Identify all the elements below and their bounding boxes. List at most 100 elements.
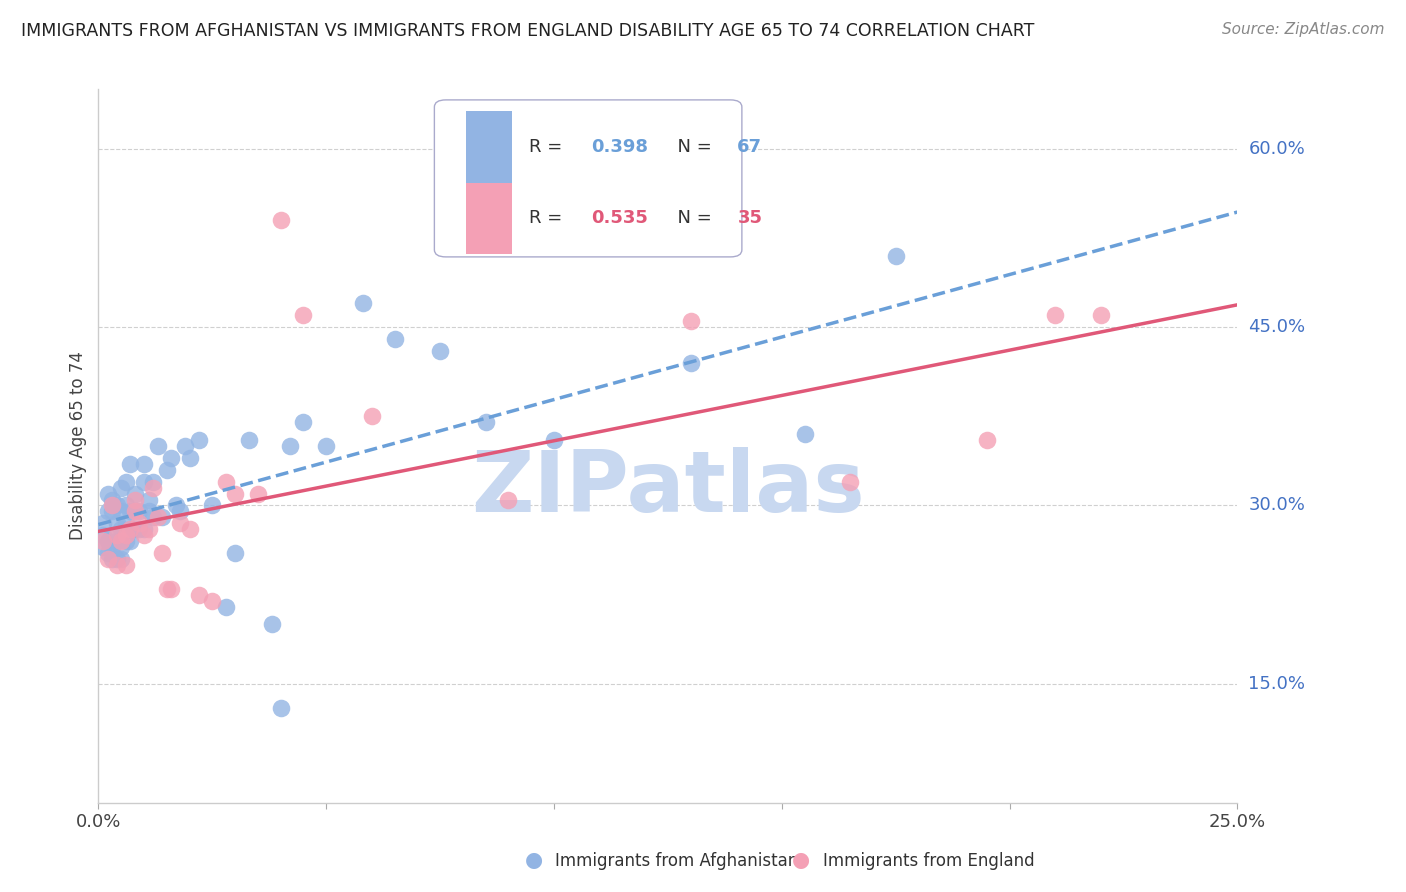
Text: 35: 35 xyxy=(737,210,762,227)
Point xyxy=(124,504,146,518)
Point xyxy=(120,457,142,471)
Point xyxy=(110,504,132,518)
Point xyxy=(179,450,201,465)
Point xyxy=(187,433,209,447)
Text: IMMIGRANTS FROM AFGHANISTAN VS IMMIGRANTS FROM ENGLAND DISABILITY AGE 65 TO 74 C: IMMIGRANTS FROM AFGHANISTAN VS IMMIGRANT… xyxy=(21,22,1035,40)
Point xyxy=(101,492,124,507)
Point xyxy=(292,415,315,429)
Point xyxy=(429,343,451,358)
Point xyxy=(146,439,169,453)
Text: R =: R = xyxy=(529,138,568,156)
Point xyxy=(110,534,132,549)
Point xyxy=(352,296,374,310)
Point xyxy=(260,617,283,632)
Point xyxy=(132,457,155,471)
Text: N =: N = xyxy=(665,210,717,227)
Point xyxy=(201,499,224,513)
Point xyxy=(169,516,191,531)
Point xyxy=(114,499,136,513)
Text: Immigrants from Afghanistan: Immigrants from Afghanistan xyxy=(555,852,799,870)
Point xyxy=(884,249,907,263)
Bar xyxy=(467,183,512,254)
Bar xyxy=(467,112,512,183)
Point xyxy=(96,552,118,566)
Point xyxy=(101,552,124,566)
FancyBboxPatch shape xyxy=(434,100,742,257)
Point xyxy=(679,314,702,328)
Point xyxy=(132,528,155,542)
Point xyxy=(114,528,136,542)
Point xyxy=(101,504,124,518)
Point xyxy=(543,433,565,447)
Point xyxy=(498,492,520,507)
Point xyxy=(114,516,136,531)
Point xyxy=(96,546,118,560)
Point xyxy=(246,486,269,500)
Point xyxy=(132,522,155,536)
Point xyxy=(976,433,998,447)
Point xyxy=(110,522,132,536)
Point xyxy=(105,534,128,549)
Point xyxy=(105,528,128,542)
Point xyxy=(142,510,165,524)
Point xyxy=(114,534,136,549)
Point xyxy=(124,486,146,500)
Point xyxy=(132,475,155,489)
Point xyxy=(270,700,292,714)
Point xyxy=(150,510,173,524)
Point xyxy=(156,582,179,596)
Point xyxy=(120,522,142,536)
Point xyxy=(101,540,124,554)
Text: ●: ● xyxy=(793,850,810,870)
Point xyxy=(156,463,179,477)
Point xyxy=(96,504,118,518)
Text: ●: ● xyxy=(526,850,543,870)
Text: 60.0%: 60.0% xyxy=(1249,140,1305,158)
Point xyxy=(138,504,160,518)
Point xyxy=(138,492,160,507)
Point xyxy=(96,486,118,500)
Point xyxy=(114,475,136,489)
Point xyxy=(91,534,114,549)
Point xyxy=(679,356,702,370)
Point xyxy=(110,540,132,554)
Point xyxy=(165,499,187,513)
Text: 30.0%: 30.0% xyxy=(1249,497,1305,515)
Text: Source: ZipAtlas.com: Source: ZipAtlas.com xyxy=(1222,22,1385,37)
Point xyxy=(201,593,224,607)
Point xyxy=(174,439,197,453)
Point xyxy=(839,475,862,489)
Point xyxy=(215,475,238,489)
Point xyxy=(169,504,191,518)
Point xyxy=(793,427,815,442)
Point xyxy=(105,516,128,531)
Point xyxy=(224,486,246,500)
Point xyxy=(215,599,238,614)
Point xyxy=(124,504,146,518)
Point xyxy=(91,516,114,531)
Point xyxy=(110,481,132,495)
Point xyxy=(91,540,114,554)
Text: N =: N = xyxy=(665,138,717,156)
Point xyxy=(224,546,246,560)
Text: 67: 67 xyxy=(737,138,762,156)
Point xyxy=(105,552,128,566)
Point xyxy=(101,499,124,513)
Point xyxy=(128,522,150,536)
Point xyxy=(120,522,142,536)
Point xyxy=(142,481,165,495)
Point xyxy=(292,308,315,322)
Point xyxy=(128,516,150,531)
Point xyxy=(179,522,201,536)
Point xyxy=(1043,308,1066,322)
Point xyxy=(270,213,292,227)
Point xyxy=(150,546,173,560)
Point xyxy=(124,522,146,536)
Point xyxy=(114,558,136,572)
Point xyxy=(128,504,150,518)
Text: 0.535: 0.535 xyxy=(592,210,648,227)
Text: 45.0%: 45.0% xyxy=(1249,318,1306,336)
Point xyxy=(474,415,496,429)
Point xyxy=(1090,308,1112,322)
Point xyxy=(315,439,337,453)
